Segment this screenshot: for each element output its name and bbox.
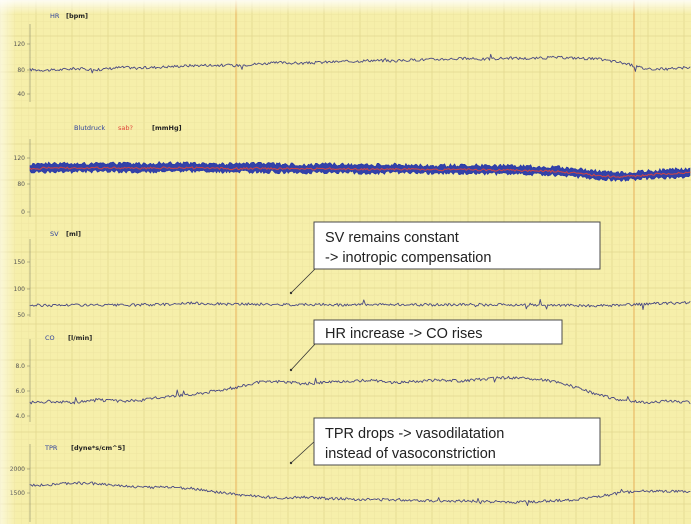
annotation-co-dot — [289, 368, 293, 372]
annotation-sv-box — [313, 221, 601, 270]
annotation-tpr: TPR drops -> vasodilatation instead of v… — [289, 417, 601, 466]
annotation-tpr-dot — [289, 461, 293, 465]
annotation-co: HR increase -> CO rises — [289, 319, 563, 372]
tpr-series-line — [29, 481, 691, 507]
co-y-tick-label: 4.0 — [15, 413, 25, 420]
annotation-sv-line-1: SV remains constant — [325, 230, 459, 246]
hr-panel-unit: [bpm] — [66, 12, 88, 20]
tpr-panel-unit: [dyne*s/cm^5] — [71, 444, 125, 452]
top-edge-glare — [0, 0, 691, 14]
sv-y-tick-label: 150 — [14, 259, 26, 266]
left-edge-glare — [0, 0, 16, 524]
annotation-sv-line-2: -> inotropic compensation — [325, 250, 491, 266]
sv-panel-unit: [ml] — [66, 230, 81, 238]
annotation-co-leader — [290, 342, 317, 371]
bp-y-tick-label: 80 — [17, 181, 25, 188]
co-panel-title: CO — [45, 334, 55, 342]
sv-y-tick-label: 100 — [14, 286, 26, 293]
annotation-sv-dot — [289, 291, 293, 295]
bp-panel-title-accent: sab? — [118, 124, 133, 132]
bp-y-tick-label: 120 — [14, 155, 26, 162]
co-panel-unit: [l/min] — [68, 334, 92, 342]
annotation-tpr-line-2: instead of vasoconstriction — [325, 446, 496, 462]
event-markers — [235, 0, 635, 524]
annotation-tpr-line-1: TPR drops -> vasodilatation — [325, 426, 504, 442]
hr-y-tick-label: 120 — [14, 41, 26, 48]
annotation-tpr-box — [313, 417, 601, 466]
sv-series-line — [29, 299, 691, 310]
sv-y-tick-label: 50 — [17, 312, 25, 319]
bp-panel-unit: [mmHg] — [152, 124, 182, 132]
bp-y-tick-label: 0 — [21, 209, 25, 216]
hr-y-tick-label: 40 — [17, 91, 25, 98]
tpr-y-tick-label: 2000 — [10, 466, 25, 473]
tpr-y-tick-label: 1500 — [10, 490, 25, 497]
tpr-panel-title: TPR — [44, 444, 58, 452]
annotation-sv: SV remains constant -> inotropic compens… — [289, 221, 601, 295]
bp-core-line — [29, 166, 691, 179]
co-y-tick-label: 8.0 — [15, 363, 25, 370]
panel-axes — [27, 24, 31, 522]
panel-labels: 120 80 40 HR [bpm] 120 80 0 Blutdruck sab? [mmHg] 1… — [10, 12, 182, 497]
traces — [29, 53, 691, 507]
annotation-co-box — [313, 319, 563, 345]
bp-band — [29, 160, 691, 182]
hr-y-tick-label: 80 — [17, 67, 25, 74]
co-y-tick-label: 6.0 — [15, 388, 25, 395]
hr-panel-title: HR — [50, 12, 60, 20]
annotation-sv-leader — [290, 267, 317, 294]
sv-panel-title: SV — [50, 230, 59, 238]
co-series-line — [29, 375, 691, 405]
hr-series-line — [29, 53, 691, 74]
annotation-tpr-leader — [290, 439, 317, 464]
annotation-co-line-1: HR increase -> CO rises — [325, 326, 483, 342]
bp-panel-title: Blutdruck — [74, 124, 105, 132]
